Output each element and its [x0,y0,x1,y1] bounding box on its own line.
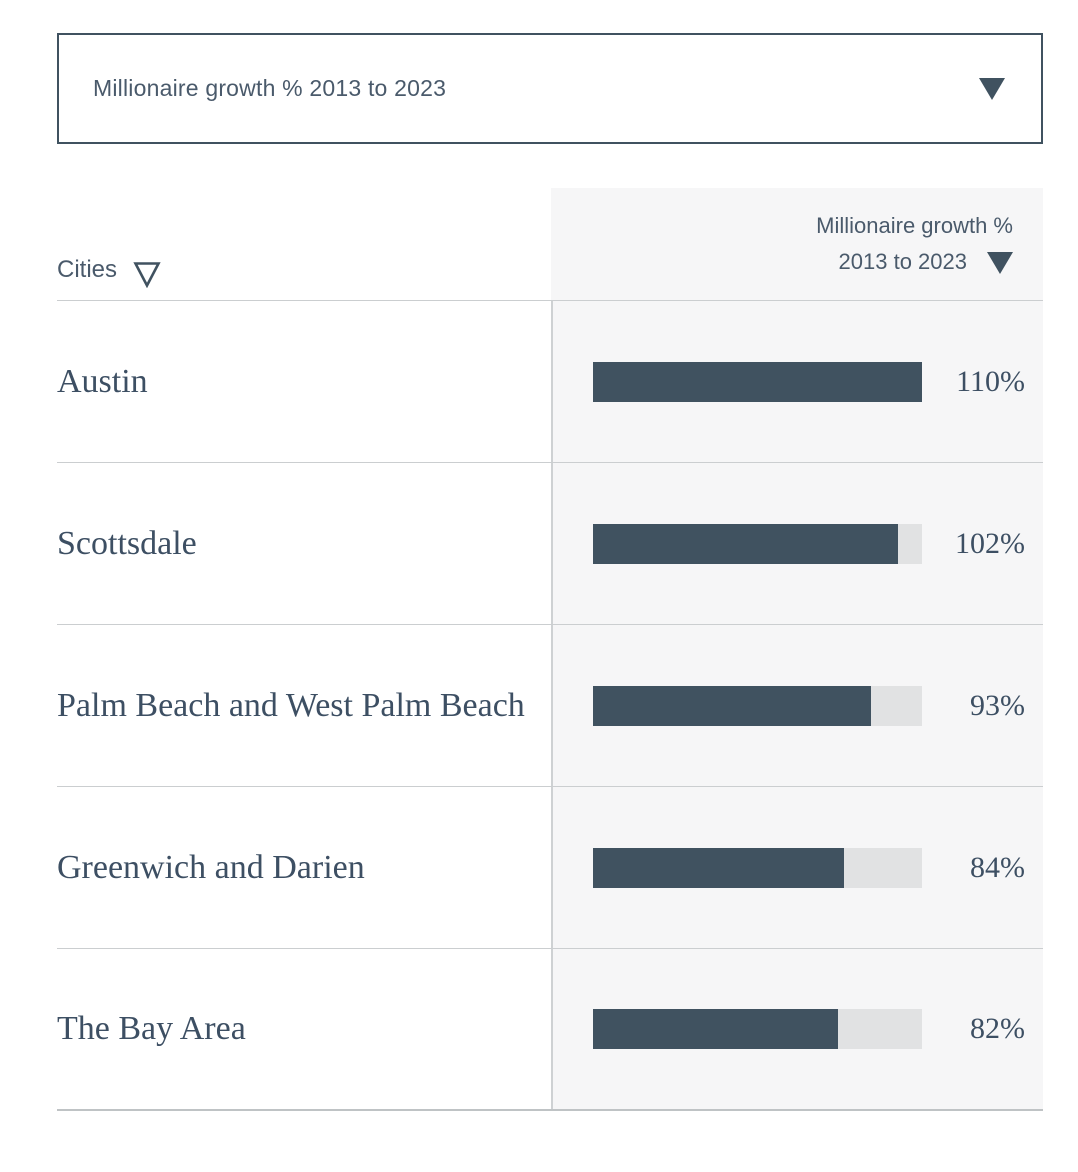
city-label: Scottsdale [57,524,197,562]
table-row: Greenwich and Darien 84% [57,787,1043,949]
city-cell: Palm Beach and West Palm Beach [57,625,551,786]
city-cell: Scottsdale [57,463,551,624]
bar-cell: 110% [551,301,1043,462]
bar-track [593,1009,922,1049]
table-body: Austin 110% Scottsdale 102% Palm Beach a… [57,301,1043,1111]
table-header: Cities Millionaire growth % 2013 to 2023 [57,188,1043,301]
bar-value: 110% [956,364,1025,398]
bar-cell: 84% [551,787,1043,948]
bar-fill [593,1009,839,1049]
bar-track [593,847,922,888]
city-cell: Austin [57,301,551,462]
chevron-down-icon[interactable] [979,77,1005,100]
sort-triangle-filled-icon[interactable] [987,252,1013,274]
bar-track [593,685,922,726]
city-cell: Greenwich and Darien [57,787,551,948]
metric-dropdown-value: Millionaire growth % 2013 to 2023 [93,75,447,101]
growth-header-line2: 2013 to 2023 [838,249,967,274]
bar-fill [593,523,899,564]
city-label: Greenwich and Darien [57,848,365,886]
sort-triangle-outline-icon[interactable] [133,261,161,289]
growth-header-line2-wrap: 2013 to 2023 [816,244,1013,280]
growth-header-text: Millionaire growth % 2013 to 2023 [816,208,1013,280]
city-label: Austin [57,362,148,400]
column-header-growth[interactable]: Millionaire growth % 2013 to 2023 [551,188,1043,300]
bar-value: 102% [955,526,1025,560]
bar-cell: 102% [551,463,1043,624]
bar-track [593,523,922,564]
ranking-table: Cities Millionaire growth % 2013 to 2023 [57,188,1043,1111]
metric-dropdown[interactable]: Millionaire growth % 2013 to 2023 [57,33,1043,144]
bar-value: 82% [970,1012,1025,1045]
bar-fill [593,361,922,402]
bar-cell: 82% [551,949,1043,1109]
growth-header-line1: Millionaire growth % [816,213,1013,238]
column-header-cities[interactable]: Cities [57,188,551,300]
cities-header-label: Cities [57,256,118,283]
table-row: Scottsdale 102% [57,463,1043,625]
bar-cell: 93% [551,625,1043,786]
table-row: Austin 110% [57,301,1043,463]
city-label: Palm Beach and West Palm Beach [57,686,525,724]
bar-value: 93% [970,688,1025,722]
table-row: The Bay Area 82% [57,949,1043,1111]
bar-value: 84% [970,850,1025,884]
table-row: Palm Beach and West Palm Beach 93% [57,625,1043,787]
city-label: The Bay Area [57,1010,246,1047]
city-cell: The Bay Area [57,949,551,1109]
bar-track [593,361,922,402]
bar-fill [593,847,845,888]
bar-fill [593,685,872,726]
